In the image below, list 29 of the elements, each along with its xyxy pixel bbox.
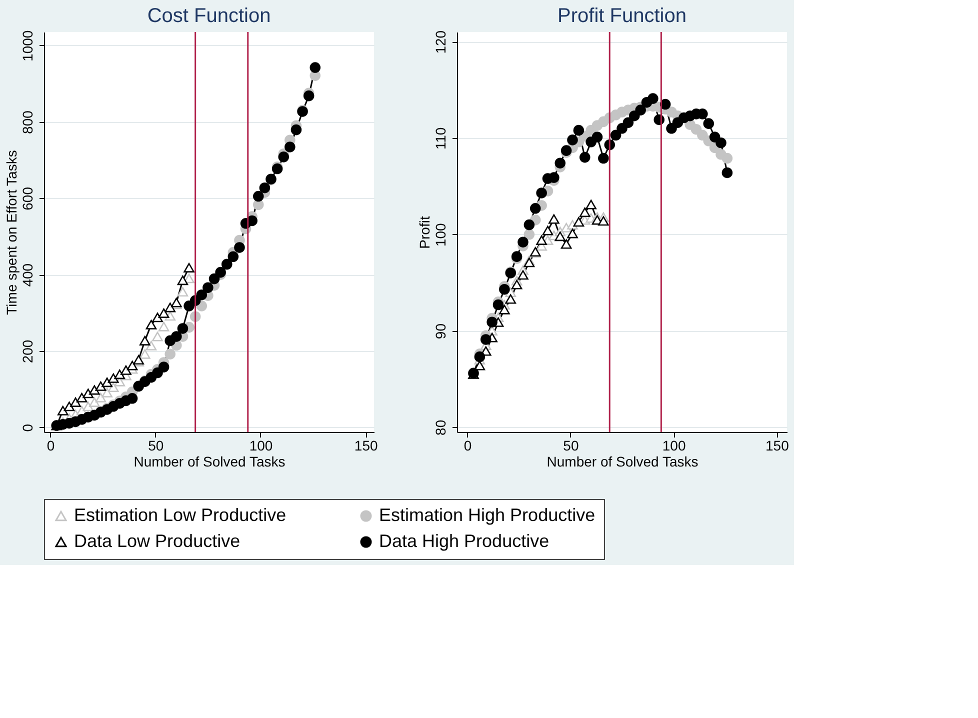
y-tick-label: 80 — [432, 420, 448, 436]
y-tick-label: 90 — [432, 323, 448, 340]
y-tick-label: 0 — [20, 424, 36, 432]
y-tick-label: 100 — [432, 223, 448, 247]
y-axis-title: Profit — [416, 216, 432, 249]
x-axis-title: Number of Solved Tasks — [134, 454, 286, 470]
legend-label: Estimation High Productive — [379, 505, 596, 525]
y-tick-label: 600 — [20, 186, 36, 210]
x-tick-label: 0 — [464, 438, 472, 454]
legend-label: Data High Productive — [379, 531, 550, 551]
x-tick-label: 100 — [249, 438, 273, 454]
legend-label: Estimation Low Productive — [74, 505, 286, 525]
x-tick-label: 150 — [354, 438, 378, 454]
x-tick-label: 50 — [563, 438, 579, 454]
y-tick-label: 400 — [20, 263, 36, 287]
y-tick-label: 1000 — [20, 30, 36, 62]
y-tick-label: 200 — [20, 340, 36, 364]
chart-title: Cost Function — [147, 4, 271, 27]
x-tick-label: 50 — [148, 438, 164, 454]
y-tick-label: 800 — [20, 110, 36, 134]
chart-title: Profit Function — [558, 4, 686, 27]
y-tick-label: 120 — [432, 30, 448, 54]
x-axis-title: Number of Solved Tasks — [546, 454, 698, 470]
x-tick-label: 150 — [766, 438, 790, 454]
x-tick-label: 0 — [46, 438, 55, 454]
x-tick-label: 100 — [662, 438, 686, 454]
y-tick-label: 110 — [432, 127, 448, 150]
y-axis-title: Time spent on Effort Tasks — [4, 150, 20, 315]
legend-label: Data Low Productive — [74, 531, 240, 551]
